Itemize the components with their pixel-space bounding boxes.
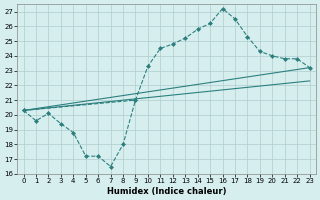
X-axis label: Humidex (Indice chaleur): Humidex (Indice chaleur)	[107, 187, 226, 196]
